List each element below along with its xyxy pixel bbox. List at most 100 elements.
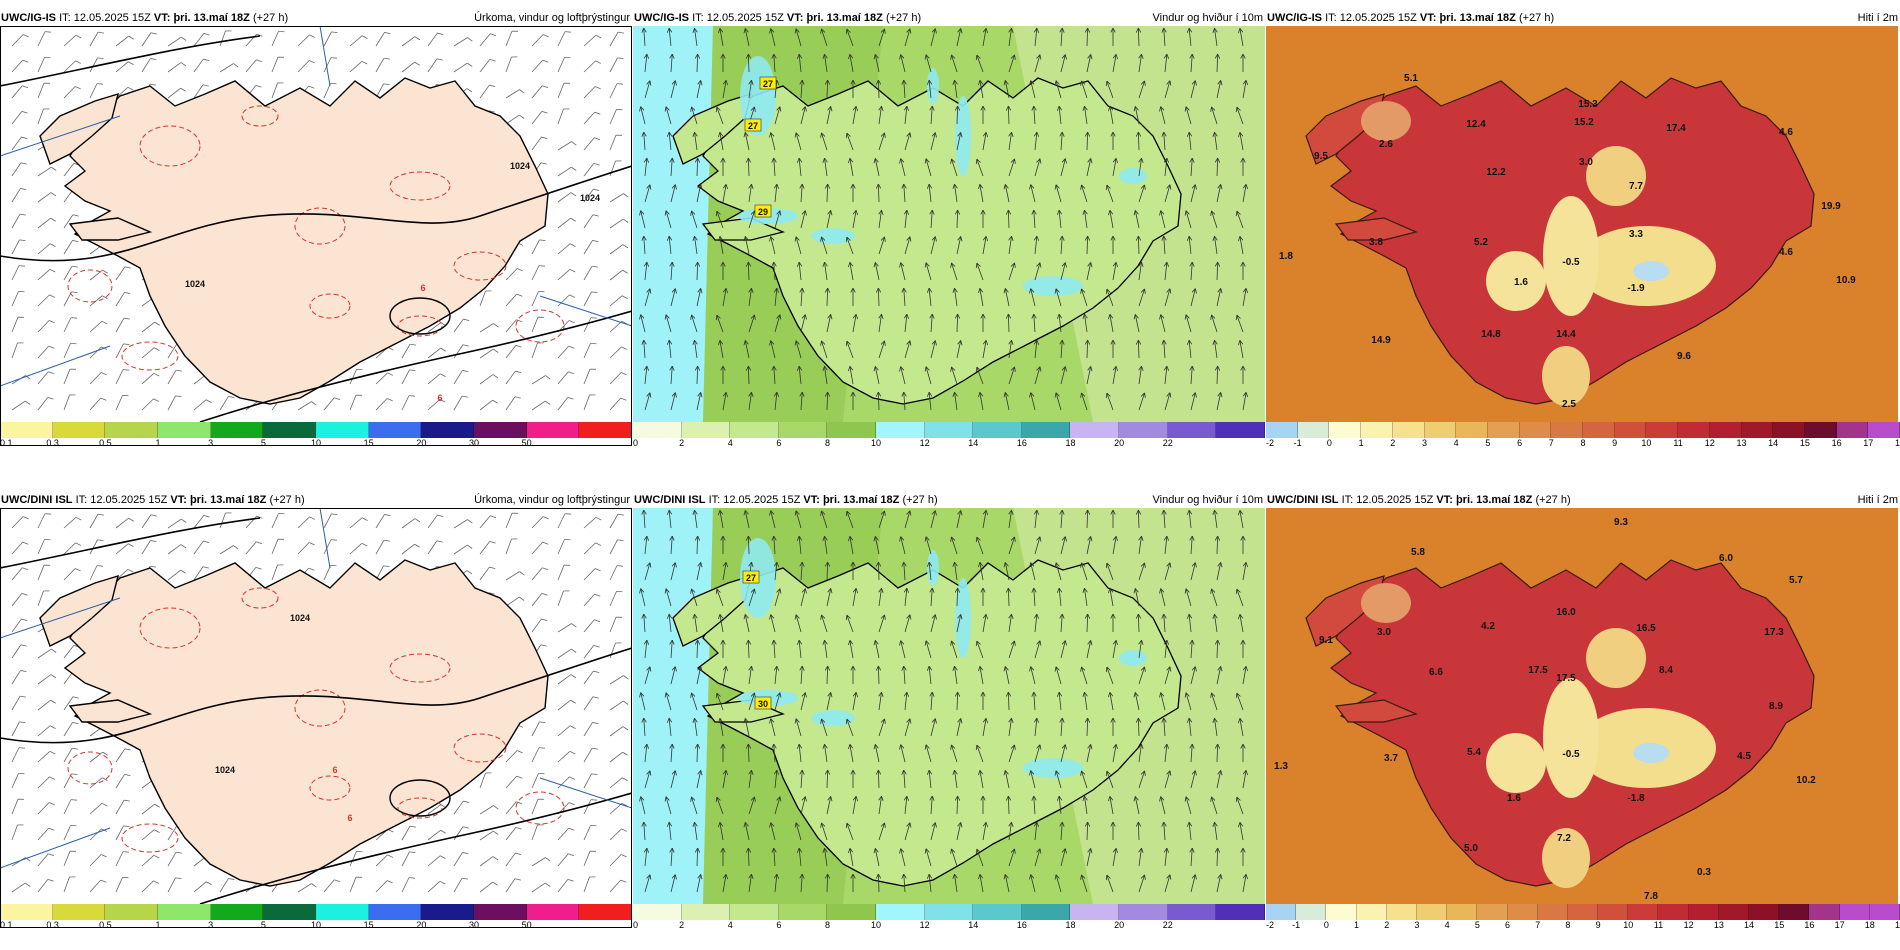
valid-time: þri. 13.maí 18Z <box>1439 12 1516 24</box>
init-time: 12.05.2025 15Z <box>73 12 151 24</box>
scale-swatch <box>1216 904 1265 920</box>
map-label: -1.9 <box>1627 283 1645 294</box>
map-label: 3.3 <box>1629 229 1643 240</box>
map-label: 15.3 <box>1578 99 1598 110</box>
scale-swatch <box>1329 422 1362 438</box>
scale-swatch <box>1507 904 1538 920</box>
scale-swatch <box>1537 904 1568 920</box>
scale-swatch <box>1869 904 1900 920</box>
wind-map: 27 27 29 <box>633 26 1265 422</box>
map-label: 17.5 <box>1556 673 1576 684</box>
map-label: 1024 <box>510 161 530 171</box>
scale-label: 8 <box>824 920 830 930</box>
scale-swatch <box>778 904 828 920</box>
scale-swatch <box>421 904 475 920</box>
scale-label: 7 <box>1535 920 1541 930</box>
scale-swatch <box>633 422 682 438</box>
map-label: 5.2 <box>1474 237 1488 248</box>
scale-swatch <box>1658 904 1689 920</box>
scale-label: 4 <box>1444 920 1450 930</box>
scale-label: 1 <box>1358 438 1364 448</box>
scale-swatch <box>1070 422 1120 438</box>
map-label: 3.0 <box>1579 157 1593 168</box>
scale-swatch <box>1424 422 1457 438</box>
scale-label: 18 <box>1065 438 1076 448</box>
valid-time-label: VT: <box>153 12 171 24</box>
panel-header: UWC/IG-IS IT: 12.05.2025 15Z VT: þri. 13… <box>1266 10 1900 26</box>
model-name: UWC/DINI ISL <box>634 494 706 506</box>
scale-label: 5 <box>260 438 266 448</box>
scale-label: 8 <box>1580 438 1586 448</box>
map-label: 14.9 <box>1371 335 1391 346</box>
scale-label: 14 <box>1744 920 1755 930</box>
map-label: 4.6 <box>1779 127 1793 138</box>
scale-swatch <box>1416 904 1448 920</box>
iceland-land <box>39 77 549 405</box>
map-label: -1.8 <box>1627 793 1645 804</box>
scale-label: 14 <box>968 920 979 930</box>
scale-swatch <box>1297 422 1330 438</box>
scale-label: 0.1 <box>0 920 13 930</box>
color-scale: 0 2 4 6 8 10 12 14 16 18 20 22 <box>633 904 1265 930</box>
map-area: 5.1 9.5 2.6 12.4 12.2 15.2 15.3 17.4 4.6 3.0 7.7 19… <box>1266 26 1900 422</box>
panel-precip-dini-isl: UWC/DINI ISL IT: 12.05.2025 15Z VT: þri.… <box>0 492 633 932</box>
map-label: 12.4 <box>1466 119 1486 130</box>
precip-map: 10241024102666 <box>0 508 632 904</box>
valid-time: þri. 13.maí 18Z <box>189 494 267 506</box>
isobars <box>0 517 632 904</box>
scale-label: 20 <box>1114 438 1125 448</box>
map-label: 16.5 <box>1636 623 1656 634</box>
scale-label: 6 <box>1505 920 1511 930</box>
scale-swatch <box>1266 422 1298 438</box>
scale-label: 13 <box>1736 438 1747 448</box>
init-time-label: IT: <box>708 494 721 506</box>
scale-swatch <box>876 904 925 920</box>
map-label: 10.9 <box>1836 275 1856 286</box>
panel-title: Hiti í 2m <box>1857 12 1898 24</box>
scale-swatch <box>474 904 527 920</box>
scale-label: 9 <box>1612 438 1618 448</box>
scale-swatch <box>730 904 779 920</box>
map-label: 6.0 <box>1719 553 1733 564</box>
map-label: 4.2 <box>1481 621 1495 632</box>
scale-swatch <box>1216 422 1265 438</box>
scale-label: 12 <box>919 920 930 930</box>
scale-swatch <box>633 904 682 920</box>
map-label: 9.1 <box>1319 635 1333 646</box>
lead-time: (+27 h) <box>885 12 922 24</box>
map-label: 5.8 <box>1411 547 1425 558</box>
scale-label: 4 <box>727 920 733 930</box>
scale-swatch <box>973 422 1022 438</box>
map-label: 3.7 <box>1384 753 1398 764</box>
scale-label: -1 <box>1293 438 1302 448</box>
scale-label: 17 <box>1863 438 1874 448</box>
scale-swatch <box>1456 422 1488 438</box>
map-value-labels: 102410241026102466 <box>185 161 600 403</box>
panel-title: Úrkoma, vindur og loftþrýstingur <box>474 494 630 506</box>
lead-time: (+27 h) <box>902 494 938 506</box>
map-label: 17.3 <box>1764 627 1784 638</box>
scale-label: 15 <box>363 920 374 930</box>
panel-temp-ig-is: UWC/IG-IS IT: 12.05.2025 15Z VT: þri. 13… <box>1266 10 1900 450</box>
map-label: 27 <box>763 79 773 89</box>
wind-map: 27 30 <box>633 508 1265 904</box>
scale-swatch <box>579 904 633 920</box>
panel-title: Vindur og hviður í 10m <box>1152 12 1263 24</box>
scale-swatch <box>1487 422 1520 438</box>
map-label: 1024 <box>215 765 235 775</box>
panel-wind-ig-is: UWC/IG-IS IT: 12.05.2025 15Z VT: þri. 13… <box>633 10 1265 450</box>
panel-temp-dini-isl: UWC/DINI ISL IT: 12.05.2025 15Z VT: þri.… <box>1266 492 1900 932</box>
scale-label: 3 <box>1414 920 1420 930</box>
scale-swatch <box>1718 904 1749 920</box>
cold-highlands <box>1361 583 1716 888</box>
scale-swatch <box>1167 422 1217 438</box>
scale-label: 10 <box>871 920 882 930</box>
scale-swatch <box>1598 904 1629 920</box>
valid-time-label: VT: <box>803 494 820 506</box>
scale-label: 0.3 <box>46 920 59 930</box>
scale-label: 22 <box>1162 920 1173 930</box>
map-label: 0.3 <box>1697 867 1711 878</box>
scale-swatch <box>1678 422 1710 438</box>
panel-header: UWC/DINI ISL IT: 12.05.2025 15Z VT: þri.… <box>1266 492 1900 508</box>
scale-swatch <box>1749 904 1780 920</box>
